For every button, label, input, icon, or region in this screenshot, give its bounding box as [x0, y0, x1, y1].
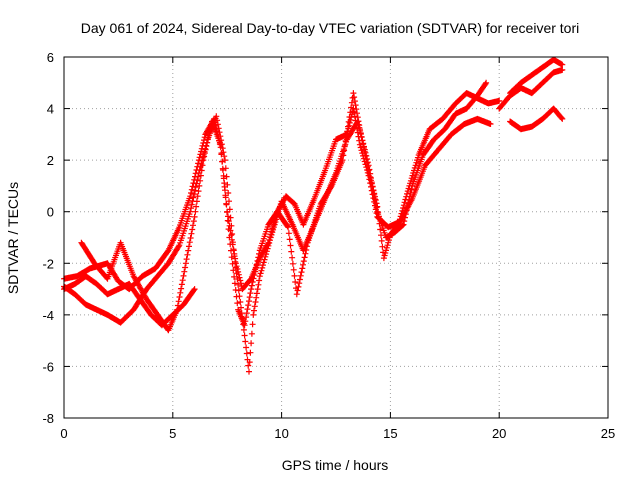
chart-title: Day 061 of 2024, Sidereal Day-to-day VTE… [81, 20, 580, 36]
y-axis-label: SDTVAR / TECUs [5, 182, 21, 294]
x-tick-label: 0 [60, 426, 67, 441]
data-point-markers [507, 105, 566, 133]
y-tick-label: -2 [42, 256, 54, 271]
series-trace-6 [496, 66, 566, 112]
x-tick-label: 15 [383, 426, 397, 441]
x-axis-label: GPS time / hours [282, 457, 389, 473]
grid-lines [64, 57, 608, 418]
series-trace-2 [61, 79, 490, 375]
y-tick-label: 4 [47, 102, 54, 117]
axis-ticks: 0 5 10 15 20 25 -8 -6 -4 -2 0 2 4 6 [42, 50, 615, 441]
x-tick-label: 10 [274, 426, 288, 441]
data-point-markers [78, 90, 494, 334]
series-trace-4 [78, 90, 494, 334]
y-tick-label: -8 [42, 411, 54, 426]
y-tick-label: 0 [47, 205, 54, 220]
y-tick-label: 6 [47, 50, 54, 65]
y-tick-label: -6 [42, 359, 54, 374]
y-tick-label: 2 [47, 153, 54, 168]
data-point-markers [496, 66, 566, 112]
x-tick-label: 5 [169, 426, 176, 441]
plot-frame [63, 56, 609, 419]
data-point-markers [61, 79, 490, 375]
series-trace-7 [507, 105, 566, 133]
x-tick-label: 25 [601, 426, 615, 441]
x-tick-label: 20 [492, 426, 506, 441]
data-points [61, 56, 566, 375]
y-tick-label: -4 [42, 308, 54, 323]
